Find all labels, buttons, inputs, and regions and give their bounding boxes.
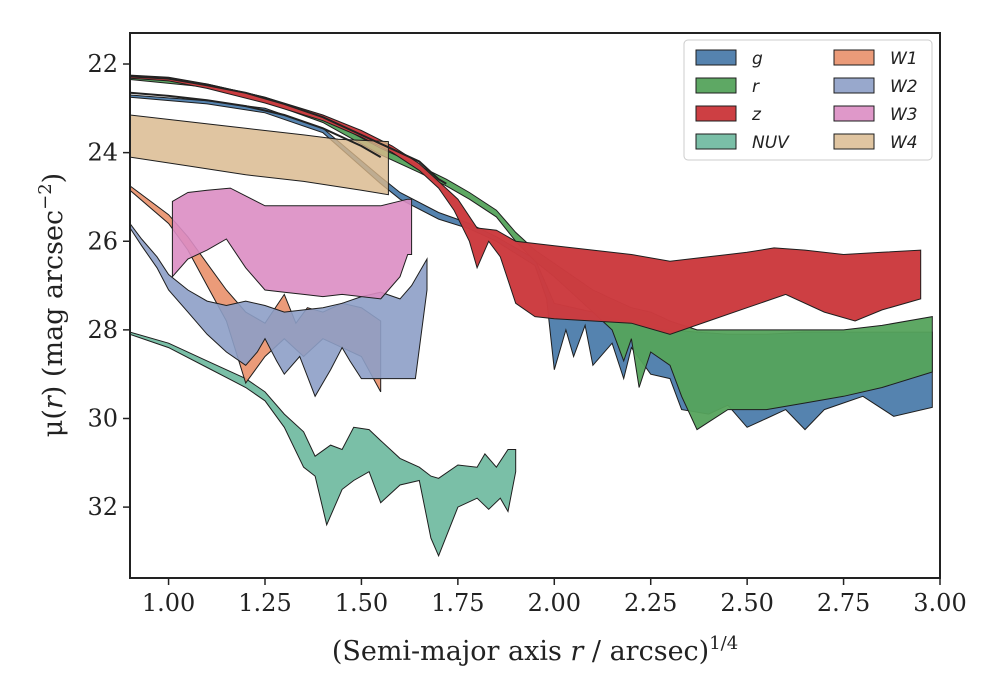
legend-swatch-w3	[833, 105, 875, 122]
band-w4	[130, 114, 389, 196]
y-tick-label: 26	[87, 227, 118, 255]
y-tick-label: 22	[87, 50, 118, 78]
legend-swatch-g	[695, 49, 737, 66]
band-w3	[171, 187, 413, 300]
x-axis-title: (Semi-major axis r / arcsec)1/4	[332, 633, 738, 667]
y-axis-title: μ(r) (mag arcsec−2)	[35, 173, 69, 437]
plot-frame	[129, 32, 941, 579]
reference-curves-layer	[130, 75, 447, 185]
legend-swatch-r	[695, 77, 737, 94]
legend-swatch-nuv	[695, 133, 737, 150]
legend-swatch-z	[695, 105, 737, 122]
x-tick-label: 1.75	[431, 589, 484, 617]
y-tick-label: 30	[87, 404, 118, 432]
band-nuv	[130, 331, 517, 558]
legend-label-w1: W1	[890, 49, 918, 69]
legend-label-r: r	[752, 77, 760, 97]
reference-curve-1	[130, 91, 382, 158]
x-tick-label: 1.00	[142, 589, 195, 617]
y-tick-label: 32	[87, 493, 118, 521]
x-tick-label: 2.00	[528, 589, 581, 617]
ticks-layer: 1.00 1.25 1.50 1.75 2.00 2.25 2.50 2.75 3.00 22 24…	[87, 50, 966, 617]
x-tick-label: 1.50	[335, 589, 388, 617]
band-w2	[130, 222, 428, 398]
y-tick-label: 24	[87, 139, 118, 167]
y-tick-label: 28	[87, 316, 118, 344]
legend-label-z: z	[751, 105, 762, 125]
legend: grz NUV W1 W2 W3 W4	[683, 39, 933, 161]
legend-label-w2: W2	[890, 77, 918, 97]
legend-swatch-w4	[833, 133, 875, 150]
legend-swatch-w2	[833, 77, 875, 94]
x-tick-label: 2.75	[817, 589, 870, 617]
legend-swatch-w1	[833, 49, 875, 66]
x-tick-label: 2.25	[624, 589, 677, 617]
legend-label-nuv: NUV	[752, 133, 790, 153]
legend-label-g: g	[752, 49, 763, 69]
legend-box	[683, 39, 933, 161]
legend-label-w3: W3	[890, 105, 918, 125]
x-tick-label: 1.25	[238, 589, 291, 617]
x-tick-label: 2.50	[720, 589, 773, 617]
legend-label-w4: W4	[890, 133, 918, 153]
bands-layer	[130, 74, 933, 558]
band-z	[130, 74, 922, 335]
x-tick-label: 3.00	[913, 589, 966, 617]
reference-curve-2	[130, 75, 447, 185]
